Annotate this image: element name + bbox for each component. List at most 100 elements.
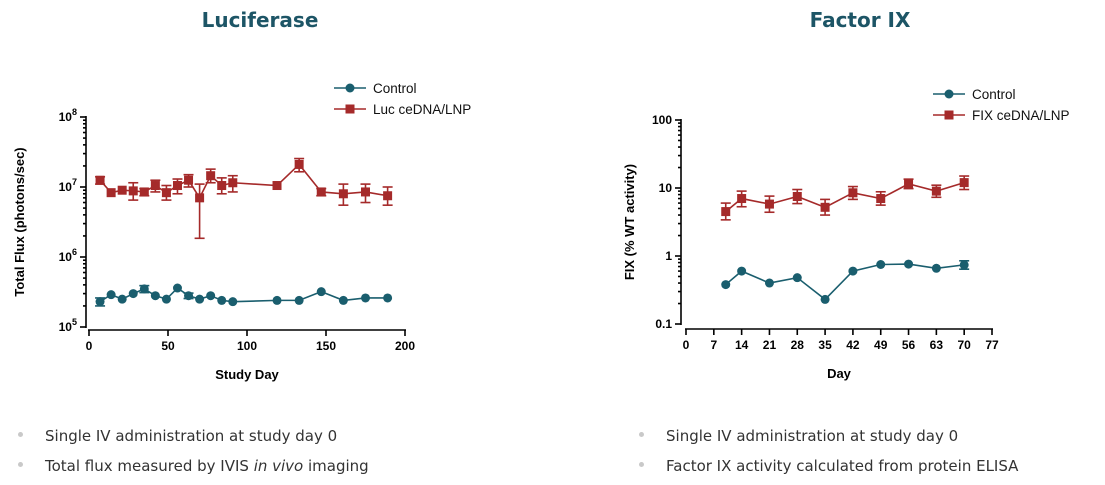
legend-label: Luc ceDNA/LNP (373, 102, 471, 117)
data-point-circle (383, 293, 393, 303)
bullet-item: Single IV administration at study day 0 (639, 425, 1018, 455)
data-point-circle (206, 291, 216, 301)
bullet-text: Total flux measured by IVIS (45, 457, 249, 475)
legend-label: Control (373, 81, 417, 96)
y-tick-label: 106 (59, 247, 77, 264)
data-point-square (117, 185, 127, 195)
x-tick-label: 200 (395, 339, 415, 353)
bullet-item: Single IV administration at study day 0 (18, 425, 369, 455)
x-tick-label: 0 (683, 338, 690, 352)
chart-0: 105 106 107 108 0 50 100 150 200 Study Day Total F… (12, 81, 471, 382)
y-axis-label: Total Flux (photons/sec) (12, 147, 27, 296)
legend-marker-square (944, 110, 954, 120)
bullet-dot-icon (18, 462, 23, 467)
data-point-circle (904, 259, 914, 269)
data-point-circle (721, 280, 731, 290)
x-tick-label: 63 (930, 338, 944, 352)
bullet-item: Factor IX activity calculated from prote… (639, 455, 1018, 485)
x-tick-label: 35 (818, 338, 832, 352)
legend-label: Control (972, 87, 1016, 102)
data-point-circle (172, 283, 182, 293)
data-point-square (361, 187, 370, 197)
y-tick-label: 0.1 (655, 317, 672, 331)
data-point-square (95, 175, 105, 185)
bullet-dot-icon (18, 432, 23, 437)
data-point-circle (117, 294, 127, 304)
series-treated (720, 175, 970, 221)
data-point-circle (361, 293, 370, 303)
data-point-circle (737, 266, 747, 276)
data-point-square (150, 181, 160, 191)
data-point-circle (959, 260, 969, 270)
x-tick-label: 56 (902, 338, 916, 352)
data-point-circle (272, 295, 282, 305)
data-point-circle (316, 287, 326, 297)
data-point-circle (820, 294, 830, 304)
data-point-square (195, 193, 205, 203)
data-point-square (272, 181, 282, 191)
bullet-text: imaging (308, 457, 369, 475)
data-point-square (316, 187, 326, 197)
data-point-circle (150, 291, 160, 301)
chart-1: 0.1 1 10 100 0 7 14 21 28 35 42 49 56 63 70 77 Day FIX (%… (622, 87, 1070, 381)
data-point-circle (128, 289, 138, 299)
data-point-square (184, 175, 194, 185)
legend-label: FIX ceDNA/LNP (972, 108, 1070, 123)
data-point-square (139, 187, 149, 197)
x-tick-label: 70 (958, 338, 972, 352)
legend-marker-circle (944, 89, 954, 99)
data-point-circle (95, 297, 105, 307)
data-point-circle (848, 266, 858, 276)
data-point-square (848, 188, 858, 198)
y-tick-label: 105 (59, 317, 77, 334)
data-point-circle (217, 295, 227, 305)
data-point-circle (228, 297, 238, 307)
data-point-circle (106, 290, 116, 300)
bullet-dot-icon (639, 462, 644, 467)
data-point-square (338, 189, 348, 199)
data-point-circle (139, 284, 149, 294)
x-axis-label: Day (827, 366, 852, 381)
data-point-square (904, 179, 914, 189)
bullet-list-left: Single IV administration at study day 0 … (18, 425, 369, 485)
x-tick-label: 42 (846, 338, 860, 352)
data-point-square (217, 181, 227, 191)
bullet-list-right: Single IV administration at study day 0 … (639, 425, 1018, 485)
data-point-circle (294, 295, 304, 305)
chart-title-factor-ix: Factor IX (809, 8, 911, 32)
y-tick-label: 10 (659, 181, 673, 195)
y-tick-label: 108 (59, 107, 77, 124)
bullet-dot-icon (639, 432, 644, 437)
data-point-square (383, 191, 393, 201)
data-point-square (161, 188, 171, 198)
bullet-text: Factor IX activity calculated from prote… (666, 457, 1019, 475)
series-treated (95, 157, 393, 240)
bullet-text: Single IV administration at study day 0 (666, 427, 959, 445)
series-line (725, 263, 965, 301)
x-tick-label: 28 (791, 338, 805, 352)
data-point-square (792, 191, 802, 201)
y-tick-label: 1 (665, 249, 672, 263)
data-point-circle (184, 291, 194, 301)
data-point-circle (764, 278, 774, 288)
data-point-square (721, 207, 731, 217)
x-tick-label: 50 (161, 339, 175, 353)
data-point-square (228, 178, 238, 188)
data-point-square (128, 186, 138, 196)
series-control (721, 259, 970, 304)
x-tick-label: 77 (985, 338, 999, 352)
x-tick-label: 49 (874, 338, 888, 352)
legend-marker-square (345, 104, 355, 114)
data-point-circle (161, 294, 171, 304)
data-point-square (206, 171, 216, 181)
data-point-square (106, 188, 116, 198)
x-tick-label: 14 (735, 338, 749, 352)
x-tick-label: 150 (316, 339, 336, 353)
data-point-square (737, 194, 747, 204)
data-point-circle (338, 295, 348, 305)
bullet-item: Total flux measured by IVIS in vivo imag… (18, 455, 369, 485)
bullet-text-italic: in vivo (253, 457, 304, 475)
data-point-square (959, 178, 969, 188)
data-point-circle (931, 263, 941, 273)
